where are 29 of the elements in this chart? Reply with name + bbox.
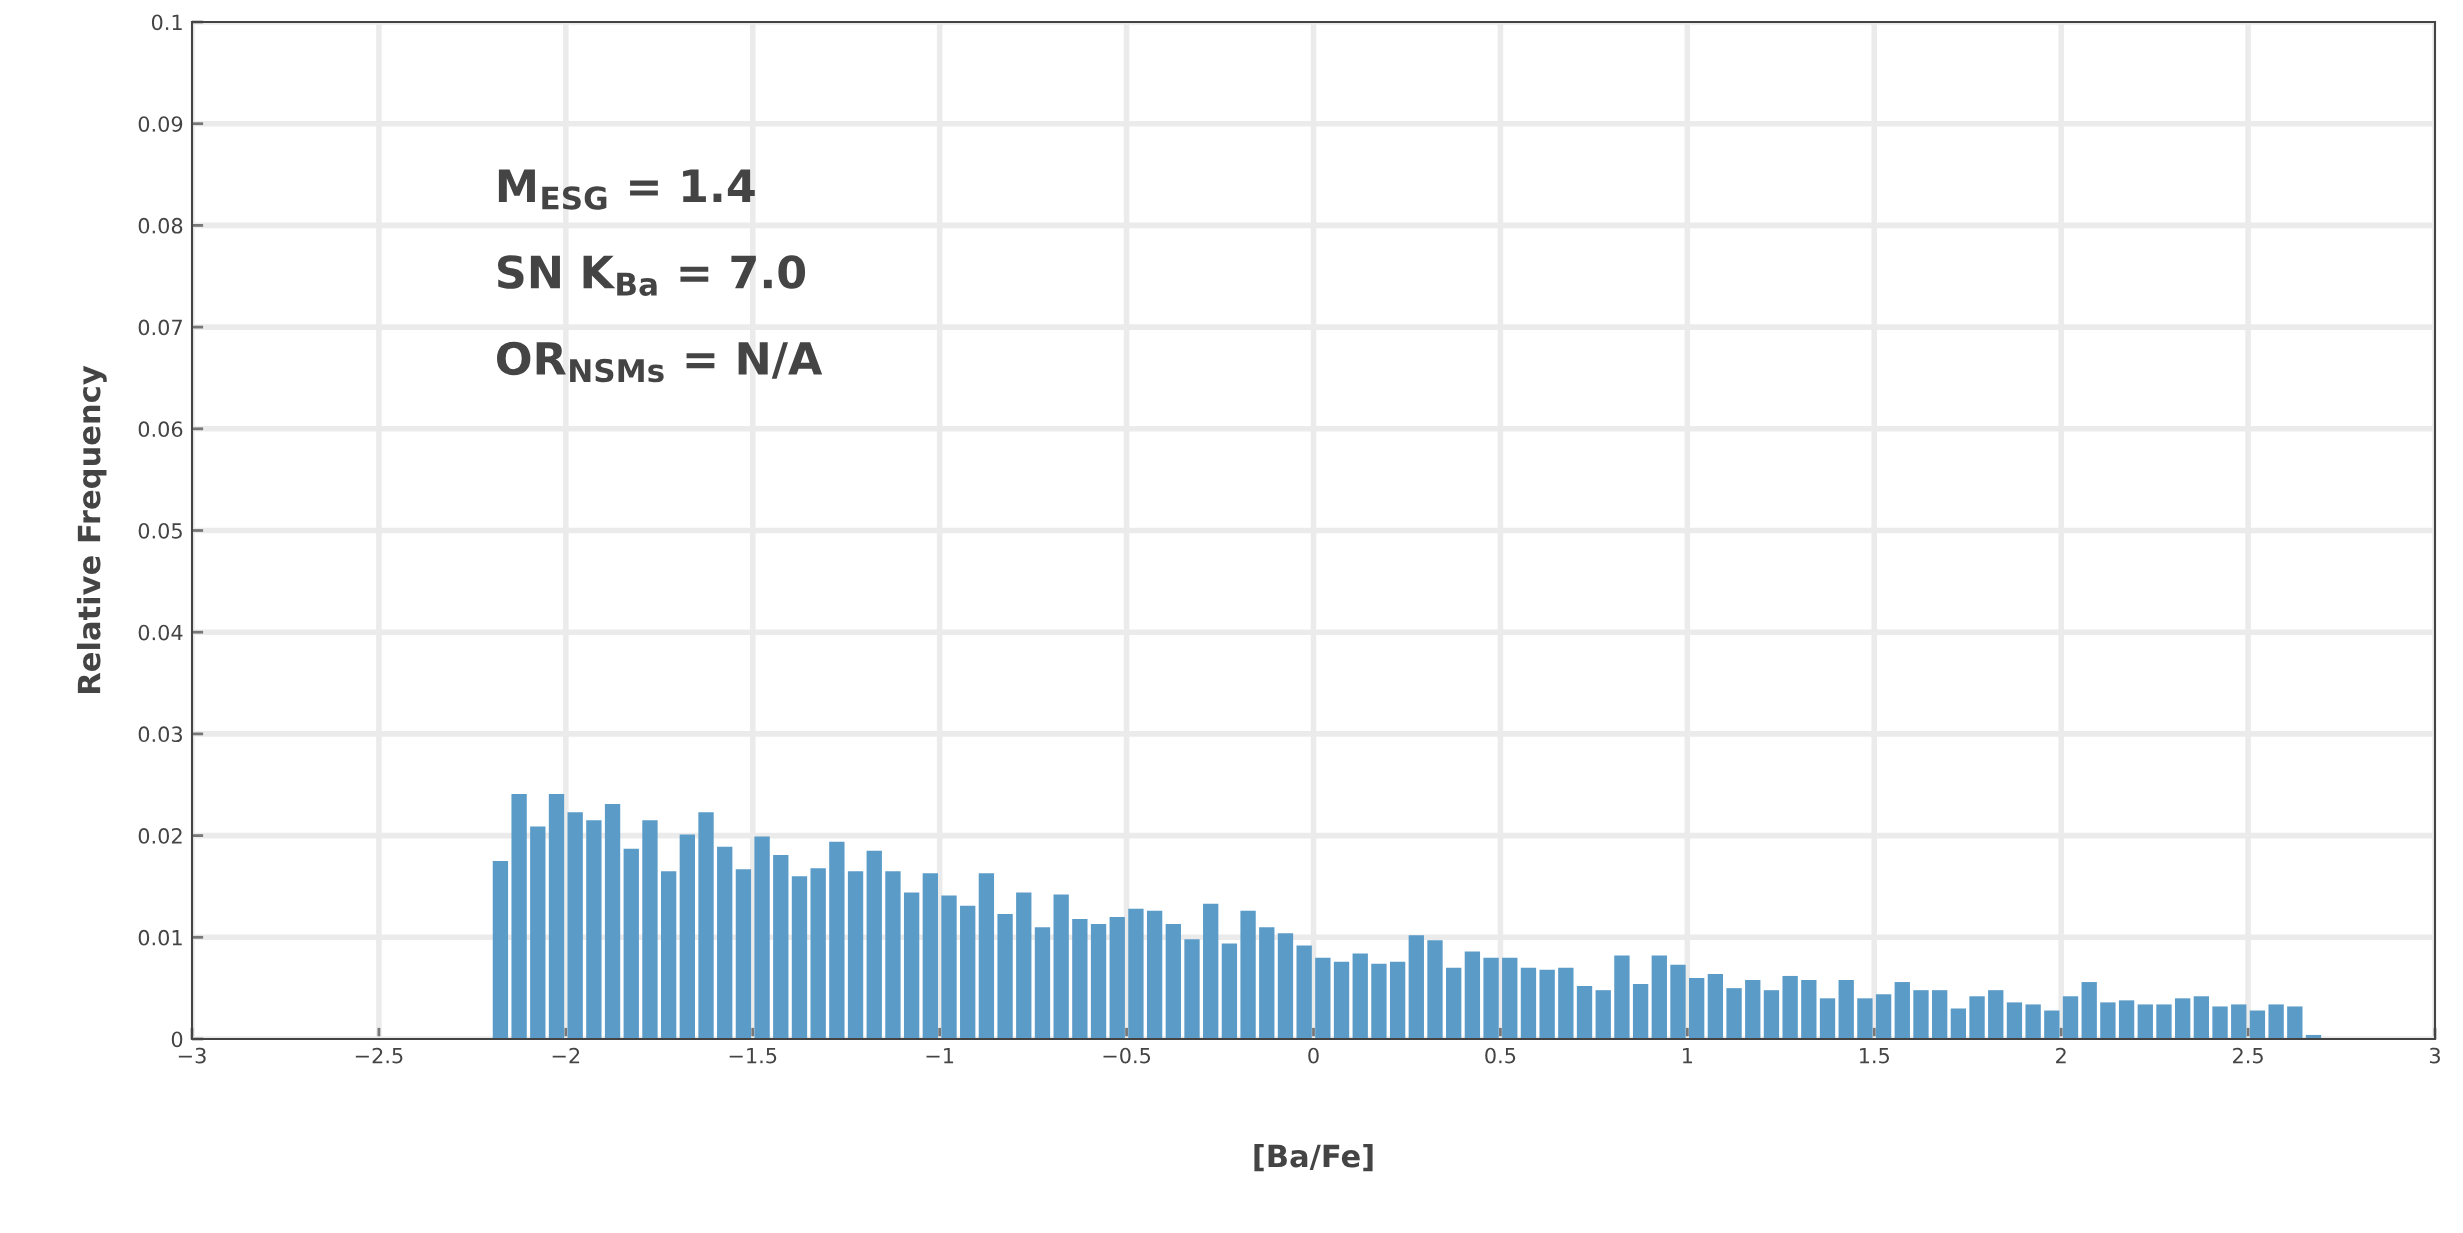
y-tick-label: 0.05 [138,522,182,539]
y-tick-label: 0.02 [138,828,182,844]
annotation: SN K$_{Ba}$ = 7.0 [497,255,806,296]
y-tick-label: 0.06 [138,421,183,438]
x-tick-label: −3 [178,1047,206,1064]
x-tick-label: −2 [552,1047,580,1064]
x-tick-label: −0.5 [1103,1047,1151,1064]
y-tick-label: 0.07 [138,319,182,336]
x-tick-label: 0 [1308,1047,1319,1064]
y-axis-title: Relative Frequency [76,365,107,693]
y-tick-label: 0 [171,1031,183,1048]
y-tick-label: 0.08 [138,217,183,234]
annotation: OR$_{NSMs}$ = N/A [497,341,823,383]
x-tick-label: −1.5 [729,1047,777,1064]
x-tick-label: 3 [2429,1047,2440,1064]
annotation: M$_{ESG}$ = 1.4 [498,169,755,210]
x-tick-label: 0.5 [1485,1047,1516,1064]
x-tick-label: −2.5 [355,1047,403,1064]
x-tick-label: 2.5 [2233,1047,2263,1064]
y-tick-label: 0.03 [138,726,182,743]
y-tick-label: 0.01 [138,929,182,946]
x-axis-title: [Ba/Fe] [1254,1143,1373,1172]
y-tick-label: 0.04 [138,624,183,641]
x-tick-label: −1 [926,1047,954,1064]
x-tick-label: 2 [2056,1047,2066,1064]
x-tick-label: 1 [1682,1047,1693,1064]
y-tick-label: 0.09 [138,116,183,132]
x-tick-label: 1.5 [1859,1047,1889,1064]
y-tick-label: 0.1 [151,14,182,31]
